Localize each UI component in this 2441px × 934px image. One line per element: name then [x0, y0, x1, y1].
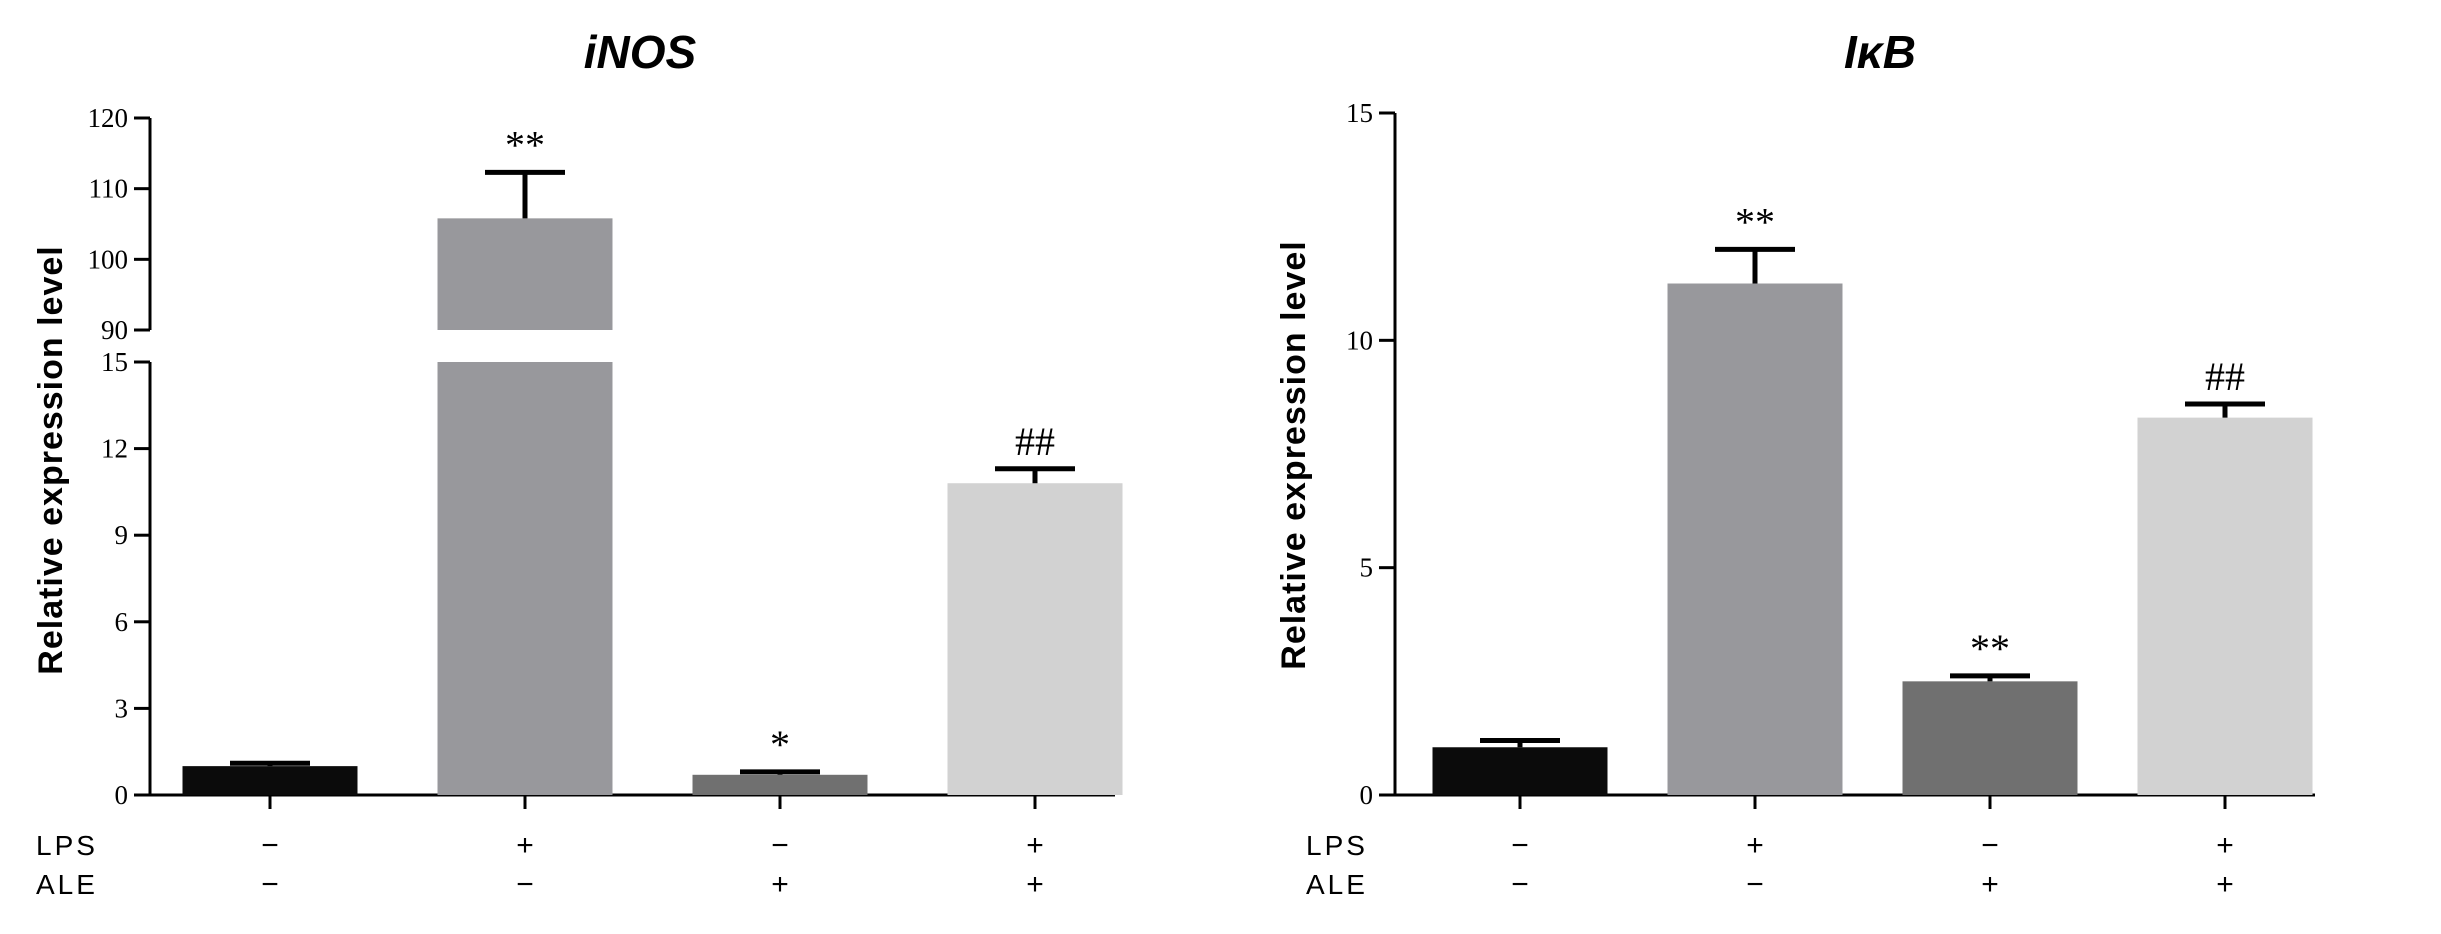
condition-sign: +: [771, 868, 789, 901]
condition-sign: −: [1746, 868, 1764, 901]
condition-sign: +: [1981, 868, 1999, 901]
y-tick-label: 0: [1360, 780, 1374, 810]
y-tick-label: 9: [115, 520, 129, 550]
condition-sign: −: [516, 868, 534, 901]
bar: [1902, 681, 2078, 795]
y-tick-label: 5: [1360, 553, 1374, 583]
condition-sign: +: [1026, 868, 1044, 901]
bar: [182, 766, 358, 795]
y-tick-label: 15: [1346, 98, 1373, 128]
y-tick-label: 10: [1346, 325, 1373, 355]
y-tick-label: 100: [88, 244, 129, 274]
condition-sign: −: [1511, 829, 1529, 862]
condition-label-ale: ALE: [36, 869, 98, 900]
significance-marker: **: [1735, 199, 1775, 244]
y-tick-label: 90: [101, 315, 128, 345]
condition-sign: +: [2216, 868, 2234, 901]
y-axis-label: Relative expression level: [1275, 240, 1313, 669]
condition-sign: −: [261, 868, 279, 901]
chart-title: iNOS: [584, 26, 697, 78]
condition-sign: −: [771, 829, 789, 862]
y-tick-label: 12: [101, 434, 128, 464]
significance-marker: **: [1970, 626, 2010, 671]
y-tick-label: 110: [89, 174, 129, 204]
y-tick-label: 3: [115, 693, 129, 723]
condition-sign: +: [1746, 829, 1764, 862]
bar: [1667, 283, 1843, 795]
y-axis-label: Relative expression level: [32, 245, 70, 674]
condition-sign: +: [516, 829, 534, 862]
condition-sign: +: [2216, 829, 2234, 862]
bar-lower-segment: [437, 362, 613, 795]
y-tick-label: 15: [101, 347, 128, 377]
condition-sign: −: [1981, 829, 1999, 862]
bar-upper-segment: [437, 218, 613, 330]
condition-label-ale: ALE: [1306, 869, 1368, 900]
y-tick-label: 0: [115, 780, 129, 810]
significance-marker: ##: [2205, 354, 2245, 399]
condition-label-lps: LPS: [1306, 830, 1368, 861]
condition-sign: −: [1511, 868, 1529, 901]
bar: [947, 483, 1123, 795]
significance-marker: **: [505, 122, 545, 167]
significance-marker: *: [770, 722, 790, 767]
ikb-panel: IκB Relative expression level 0 5 10 15 ** ** ##…: [1275, 26, 2315, 901]
bar: [1432, 747, 1608, 795]
bar: [2137, 417, 2313, 795]
y-tick-label: 6: [115, 607, 129, 637]
chart-title: IκB: [1844, 26, 1916, 78]
bar: [692, 774, 868, 795]
condition-sign: −: [261, 829, 279, 862]
condition-label-lps: LPS: [36, 830, 98, 861]
significance-marker: ##: [1015, 419, 1055, 464]
y-tick-label: 120: [88, 103, 129, 133]
condition-sign: +: [1026, 829, 1044, 862]
